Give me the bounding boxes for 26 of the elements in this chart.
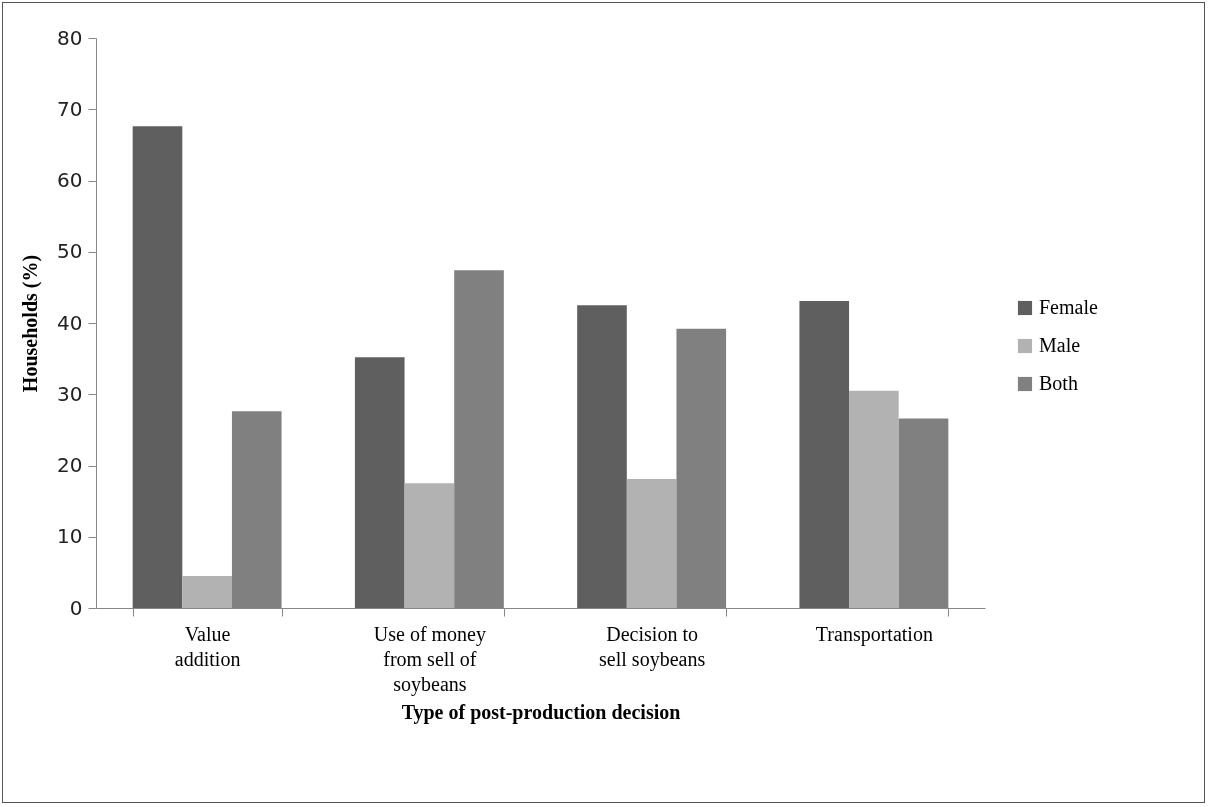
y-tick-label: 70 [57, 96, 83, 121]
x-tick-label: Value addition [174, 622, 241, 670]
bar [404, 483, 455, 608]
x-axis-title: Type of post-production decision [401, 700, 681, 724]
y-tick-label: 80 [57, 25, 83, 50]
bar [577, 305, 627, 608]
bar [182, 575, 232, 608]
x-tick-label: Decision to sell soybeans [599, 622, 706, 671]
bar [354, 357, 405, 608]
legend-label: Female [1039, 296, 1098, 318]
bar [799, 300, 850, 608]
y-tick-label: 60 [57, 168, 83, 192]
y-tick-label: 10 [57, 524, 83, 549]
bar [626, 479, 677, 608]
y-tick-label: 50 [57, 239, 83, 264]
y-axis-title: Households (%) [19, 254, 43, 393]
legend-label: Both [1039, 372, 1078, 394]
bar [849, 390, 899, 608]
y-tick-label: 40 [57, 310, 83, 335]
bar [132, 126, 183, 608]
y-tick-label: 20 [57, 453, 83, 477]
y-tick-label: 30 [57, 381, 83, 406]
x-tick-label: Use of money from sell of soybeans [373, 622, 486, 696]
legend-label: Male [1039, 334, 1081, 356]
y-tick-label: 0 [69, 595, 83, 620]
x-tick-label: Transportation [815, 622, 933, 646]
